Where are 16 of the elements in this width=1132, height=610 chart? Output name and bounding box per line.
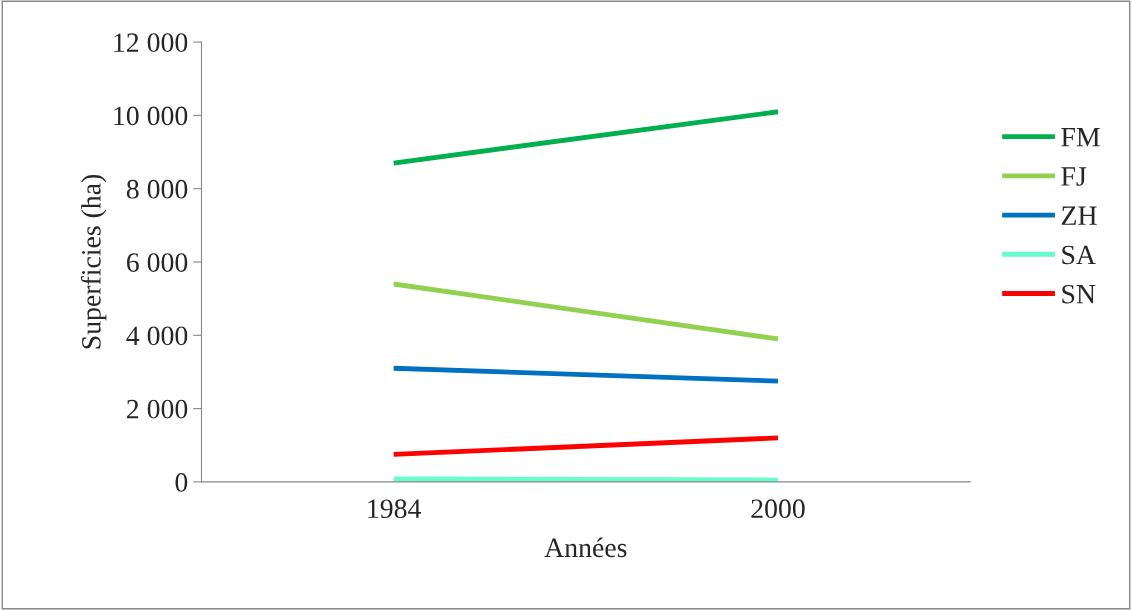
y-tick-label: 0 [175, 473, 188, 492]
legend-label: SN [1062, 284, 1096, 304]
y-tick-label: 12 000 [114, 33, 188, 52]
y-tick-label: 8 000 [126, 179, 188, 199]
y-tick-label: 10 000 [114, 106, 188, 126]
y-tick-label: 2 000 [127, 399, 188, 419]
x-axis-title: Années [544, 537, 627, 558]
y-tick-label: 6 000 [127, 253, 188, 272]
x-tick-label: 1984 [368, 499, 421, 519]
legend-label: FM [1061, 128, 1100, 147]
legend-label: FJ [1061, 167, 1087, 186]
y-axis-title: Superficies (ha) [80, 174, 107, 349]
legend-label: SA [1062, 245, 1096, 265]
y-tick-label: 4 000 [126, 326, 188, 346]
legend-label: ZH [1061, 206, 1097, 225]
x-tick-label: 2000 [751, 499, 805, 519]
